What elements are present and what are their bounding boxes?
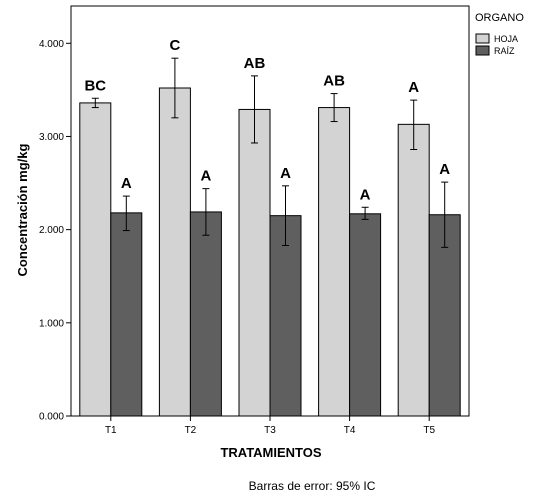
significance-letter: A [121, 175, 132, 192]
significance-letter: C [169, 37, 180, 54]
y-tick-label: 0.000 [39, 412, 64, 423]
legend-swatch-raiz [475, 45, 490, 56]
y-tick-label: 2.000 [39, 225, 64, 236]
bar-raiz-t4 [349, 213, 382, 417]
bar-hoja-t5 [397, 123, 430, 417]
y-tick-label: 3.000 [39, 132, 64, 143]
x-tick-label: T5 [423, 425, 435, 436]
x-tick-label: T4 [344, 425, 356, 436]
significance-letter: AB [244, 55, 266, 72]
bar-hoja-t4 [318, 107, 351, 417]
error-bar-footnote: Barras de error: 95% IC [249, 479, 376, 493]
x-axis: T1 T2 T3 T4 T5 [105, 416, 435, 436]
bar-raiz-t2 [189, 211, 222, 417]
x-tick-label: T3 [264, 425, 276, 436]
legend-label-hoja: HOJA [494, 34, 518, 44]
significance-letter: BC [84, 77, 106, 94]
bar-hoja-t2 [158, 87, 191, 417]
legend-label-raiz: RAÍZ [494, 46, 515, 56]
bar-raiz-t1 [110, 212, 143, 417]
bar-hoja-t1 [79, 102, 112, 417]
significance-letter: A [408, 79, 419, 96]
x-axis-title: TRATAMIENTOS [220, 445, 321, 460]
legend-swatch-hoja [475, 33, 490, 44]
significance-letter: A [200, 168, 211, 185]
y-axis: 0.000 1.000 2.000 3.000 4.000 [39, 39, 71, 423]
y-tick-label: 4.000 [39, 39, 64, 50]
bar-hoja-t3 [238, 108, 271, 417]
legend-title: ORGANO [475, 12, 524, 24]
significance-letters: BC A C A AB A AB A A A [84, 37, 450, 203]
significance-letter: A [439, 161, 450, 178]
x-tick-label: T1 [105, 425, 117, 436]
significance-letter: AB [323, 73, 345, 90]
y-axis-title: Concentración mg/kg [15, 143, 30, 276]
bar-raiz-t3 [269, 215, 302, 417]
legend: ORGANO HOJA RAÍZ [475, 12, 524, 56]
x-tick-label: T2 [185, 425, 197, 436]
significance-letter: A [280, 165, 291, 182]
bars [79, 87, 461, 417]
y-tick-label: 1.000 [39, 318, 64, 329]
bar-raiz-t5 [428, 214, 461, 417]
significance-letter: A [360, 186, 371, 203]
error-bars [91, 57, 449, 248]
